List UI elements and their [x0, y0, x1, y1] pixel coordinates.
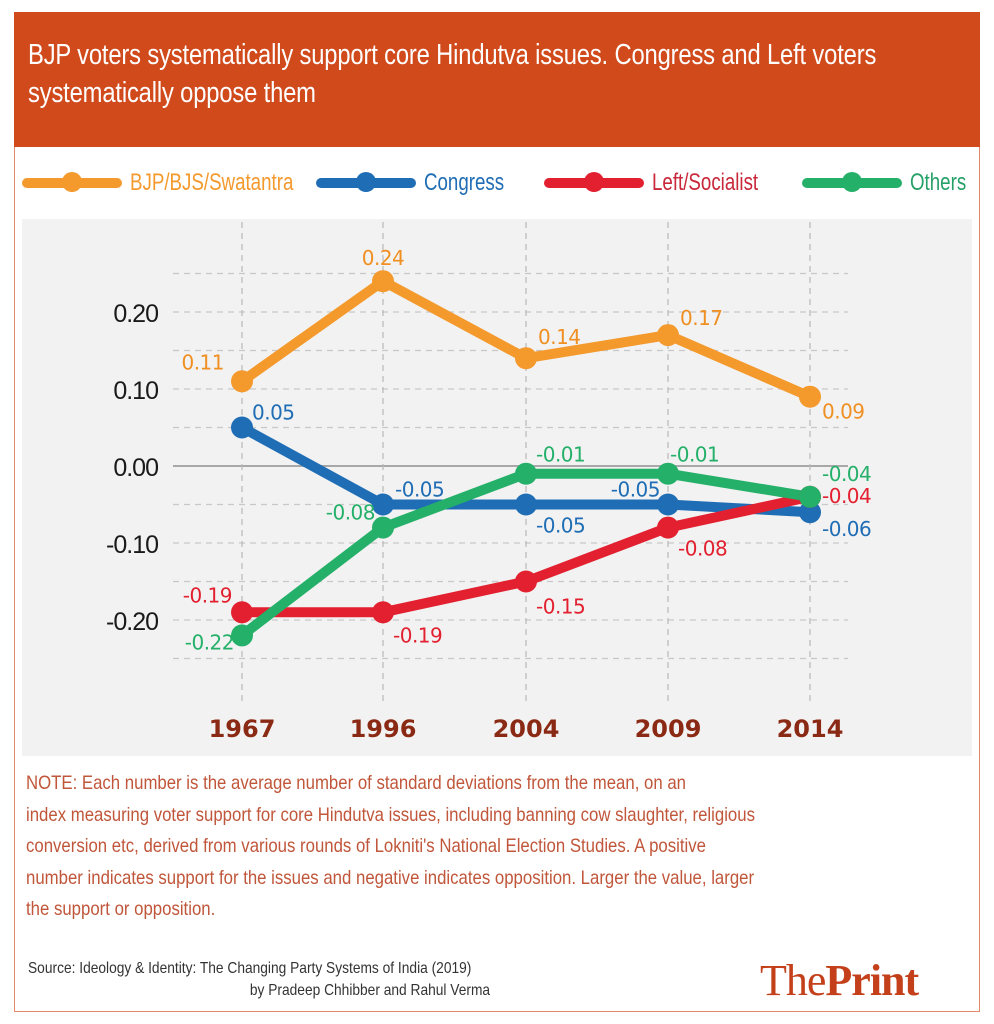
data-point-bjp	[231, 370, 253, 393]
data-label-others: -0.08	[326, 501, 375, 525]
data-label-left: -0.19	[393, 623, 442, 647]
data-label-bjp: 0.09	[822, 400, 865, 424]
legend-marker-icon	[356, 172, 376, 192]
series-points	[231, 270, 821, 647]
brand-logo: ThePrint	[760, 955, 919, 1006]
legend-label: Left/Socialist	[652, 169, 759, 196]
data-point-others	[372, 516, 394, 539]
data-point-others	[515, 462, 537, 485]
data-label-left: -0.08	[678, 537, 727, 561]
legend-item-others: Others	[802, 160, 982, 206]
gridlines	[173, 222, 848, 702]
data-point-congress	[657, 493, 679, 516]
y-tick-label: 0.00	[113, 454, 158, 482]
x-tick-label: 1996	[350, 715, 417, 743]
data-point-others	[799, 485, 821, 508]
y-tick-label: 0.20	[113, 300, 158, 328]
chart-title: BJP voters systematically support core H…	[28, 39, 877, 109]
y-tick-label: -0.20	[106, 608, 158, 636]
data-label-others: -0.04	[822, 462, 871, 486]
x-tick-label: 1967	[209, 715, 276, 743]
data-label-bjp: 0.11	[181, 350, 224, 374]
legend-marker-icon	[62, 172, 82, 192]
legend-marker-icon	[584, 172, 604, 192]
data-label-congress: -0.05	[536, 514, 585, 538]
x-tick-label: 2014	[777, 715, 844, 743]
data-label-others: -0.22	[185, 630, 234, 654]
data-point-bjp	[657, 324, 679, 347]
y-tick-label: 0.10	[113, 377, 158, 405]
legend-line-icon	[802, 172, 902, 192]
legend: BJP/BJS/Swatantra Congress Left/Socialis…	[22, 160, 972, 206]
brand-logo-the: The	[760, 956, 826, 1005]
data-label-congress: -0.05	[395, 478, 444, 502]
data-point-bjp	[372, 270, 394, 293]
data-point-left	[372, 601, 394, 624]
header-banner	[14, 12, 980, 147]
data-label-congress: -0.05	[611, 478, 660, 502]
legend-line-icon	[544, 172, 644, 192]
footnote-line: conversion etc, derived from various rou…	[26, 835, 706, 857]
footnote: NOTE: Each number is the average number …	[26, 768, 981, 926]
data-label-others: -0.01	[536, 443, 585, 467]
legend-label: BJP/BJS/Swatantra	[130, 169, 294, 196]
data-point-congress	[799, 501, 821, 524]
data-label-left: -0.19	[183, 583, 232, 607]
source-citation: Source: Ideology & Identity: The Changin…	[28, 958, 490, 1002]
x-axis: 1967 1996 2004 2009 2014	[209, 715, 844, 743]
brand-logo-print: Print	[825, 956, 919, 1005]
data-point-left	[657, 516, 679, 539]
footnote-line: index measuring voter support for core H…	[26, 803, 755, 826]
data-label-others: -0.01	[670, 443, 719, 467]
x-tick-label: 2009	[635, 715, 702, 743]
legend-label: Congress	[424, 169, 505, 196]
footnote-line: NOTE: Each number is the average number …	[26, 772, 686, 794]
data-label-bjp: 0.17	[680, 306, 723, 330]
data-label-bjp: 0.14	[538, 325, 581, 349]
data-label-congress: -0.06	[822, 517, 871, 541]
data-point-bjp	[515, 347, 537, 370]
source-line-2: by Pradeep Chhibber and Rahul Verma	[249, 982, 491, 999]
data-point-left	[515, 570, 537, 593]
legend-item-bjp: BJP/BJS/Swatantra	[22, 160, 339, 206]
source-line-1: Source: Ideology & Identity: The Changin…	[28, 960, 472, 977]
legend-line-icon	[22, 172, 122, 192]
legend-item-congress: Congress	[316, 160, 527, 206]
data-label-bjp: 0.24	[362, 246, 405, 270]
legend-line-icon	[316, 172, 416, 192]
data-point-congress	[515, 493, 537, 516]
data-point-others	[231, 624, 253, 647]
data-point-bjp	[799, 385, 821, 408]
data-label-congress: 0.05	[252, 401, 295, 425]
footnote-line: number indicates support for the issues …	[26, 866, 755, 889]
x-tick-label: 2004	[493, 715, 560, 743]
footnote-line: the support or opposition.	[26, 898, 216, 920]
legend-item-left: Left/Socialist	[544, 160, 788, 206]
legend-marker-icon	[842, 172, 862, 192]
data-label-left: -0.15	[536, 595, 585, 619]
data-point-congress	[372, 493, 394, 516]
legend-label: Others	[910, 169, 967, 196]
data-labels: 0.110.240.140.170.090.05-0.05-0.05-0.05-…	[181, 246, 871, 654]
data-point-others	[657, 462, 679, 485]
data-point-congress	[231, 416, 253, 439]
y-tick-label: -0.10	[106, 531, 158, 559]
data-label-left: -0.04	[822, 484, 871, 508]
data-point-left	[231, 601, 253, 624]
y-axis: 0.20 0.10 0.00 -0.10 -0.20	[106, 300, 159, 636]
